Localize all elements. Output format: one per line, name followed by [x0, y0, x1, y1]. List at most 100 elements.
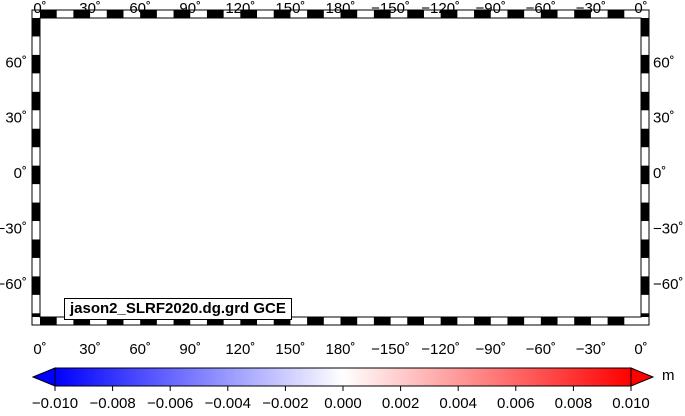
lon-tick-label-bottom: 30˚ — [79, 341, 101, 358]
lon-tick-label-bottom: 60˚ — [129, 341, 151, 358]
colorbar-tick-label: −0.010 — [32, 395, 78, 412]
border-segment — [173, 317, 191, 325]
lat-tick-label-left: −30˚ — [0, 220, 27, 237]
border-segment — [40, 10, 57, 18]
border-segment — [440, 10, 458, 18]
colorbar-ramp — [54, 367, 632, 387]
lon-tick-label-top: 30˚ — [79, 0, 101, 17]
border-segment — [140, 317, 157, 325]
border-segment — [40, 317, 57, 325]
lon-tick-label-top: 150˚ — [275, 0, 305, 17]
border-segment — [641, 128, 649, 148]
border-segment — [32, 54, 40, 74]
lat-tick-label-right: 60˚ — [653, 54, 675, 71]
colorbar-tick-label: 0.010 — [612, 395, 650, 412]
border-segment — [307, 317, 324, 325]
colorbar-tick-label: −0.002 — [262, 395, 308, 412]
lon-tick-label-top: 180˚ — [325, 0, 355, 17]
lon-tick-label-top: −150˚ — [371, 0, 410, 17]
colorbar-tick-label: 0.006 — [497, 395, 535, 412]
border-segment — [340, 317, 358, 325]
border-segment — [440, 317, 458, 325]
lat-tick-label-left: −60˚ — [0, 276, 27, 293]
lon-tick-label-bottom: −150˚ — [371, 341, 410, 358]
border-segment — [307, 10, 324, 18]
border-segment — [32, 165, 40, 185]
border-segment — [206, 317, 224, 325]
border-segment — [106, 10, 124, 18]
lon-labels-top: 0˚ 30˚ 60˚ 90˚ 120˚ 150˚ 180˚ −150˚ −120˚ −90˚ −60… — [33, 0, 647, 17]
border-segment — [607, 317, 625, 325]
border-segment — [641, 165, 649, 185]
colorbar-high-arrow — [630, 367, 655, 387]
lat-labels-right: 60˚ 30˚ 0˚ −30˚ −60˚ — [653, 54, 683, 292]
lat-tick-label-right: −60˚ — [653, 276, 683, 293]
lon-tick-label-bottom: −30˚ — [576, 341, 606, 358]
lon-tick-label-bottom: 0˚ — [634, 341, 647, 358]
colorbar-ticks: −0.010 −0.008 −0.006 −0.004 −0.002 0.000 0.002… — [32, 386, 650, 412]
border-segment — [373, 10, 391, 18]
border-segment — [106, 317, 124, 325]
lon-tick-label-bottom: −120˚ — [421, 341, 460, 358]
lon-tick-label-top: 0˚ — [634, 0, 647, 17]
border-segment — [474, 10, 491, 18]
colorbar-tick-label: −0.004 — [205, 395, 251, 412]
colorbar-unit: m — [662, 367, 675, 384]
lon-tick-label-bottom: 90˚ — [179, 341, 201, 358]
lon-tick-label-bottom: 180˚ — [325, 341, 355, 358]
border-segment — [474, 317, 491, 325]
border-segment — [140, 10, 157, 18]
border-outline — [31, 9, 650, 326]
lat-labels-left: 60˚ 30˚ 0˚ −30˚ −60˚ — [0, 54, 27, 292]
lon-tick-label-top: −60˚ — [526, 0, 556, 17]
lon-tick-label-top: 0˚ — [33, 0, 46, 17]
border-segment — [32, 202, 40, 222]
border-segment — [641, 18, 649, 37]
border-segment — [32, 276, 40, 295]
border-segment — [340, 10, 358, 18]
border-segment — [73, 317, 91, 325]
border-segment — [273, 10, 291, 18]
colorbar-tick-label: 0.004 — [439, 395, 477, 412]
map-title: jason2_SLRF2020.dg.grd GCE — [64, 298, 292, 320]
lat-tick-label-right: 0˚ — [653, 165, 666, 182]
border-segment — [507, 10, 525, 18]
lon-labels-bottom: 0˚ 30˚ 60˚ 90˚ 120˚ 150˚ 180˚ −150˚ −120˚ −90˚ −60… — [33, 341, 647, 358]
border-segment — [173, 10, 191, 18]
border-segment — [641, 202, 649, 222]
border-segment — [373, 317, 391, 325]
lat-tick-label-right: 30˚ — [653, 110, 675, 127]
lon-tick-label-top: −90˚ — [476, 0, 506, 17]
border-segment — [641, 54, 649, 74]
lon-tick-label-bottom: 0˚ — [33, 341, 46, 358]
colorbar-tick-label: 0.000 — [324, 395, 362, 412]
border-segment — [32, 313, 40, 317]
lon-tick-label-top: −30˚ — [576, 0, 606, 17]
border-segment — [641, 239, 649, 258]
border-segment — [407, 317, 424, 325]
border-segment — [32, 239, 40, 258]
border-segment — [240, 10, 258, 18]
border-segment — [574, 317, 591, 325]
lon-tick-label-top: 60˚ — [129, 0, 151, 17]
lon-tick-label-top: −120˚ — [421, 0, 460, 17]
colorbar-low-arrow — [31, 367, 56, 387]
lon-tick-label-bottom: −90˚ — [476, 341, 506, 358]
map-checker-border — [31, 9, 650, 326]
colorbar-tick-label: 0.008 — [555, 395, 593, 412]
border-segment — [407, 10, 424, 18]
border-segment — [32, 91, 40, 111]
lon-tick-label-top: 90˚ — [179, 0, 201, 17]
border-segment — [73, 10, 91, 18]
border-segment — [240, 317, 258, 325]
border-segment — [540, 10, 558, 18]
colorbar-tick-label: 0.002 — [382, 395, 420, 412]
colorbar-tick-label: −0.008 — [89, 395, 135, 412]
border-segment — [574, 10, 591, 18]
lat-tick-label-left: 30˚ — [5, 110, 27, 127]
border-segment — [273, 317, 291, 325]
border-segment — [641, 313, 649, 317]
border-segment — [32, 18, 40, 37]
lon-tick-label-bottom: −60˚ — [526, 341, 556, 358]
